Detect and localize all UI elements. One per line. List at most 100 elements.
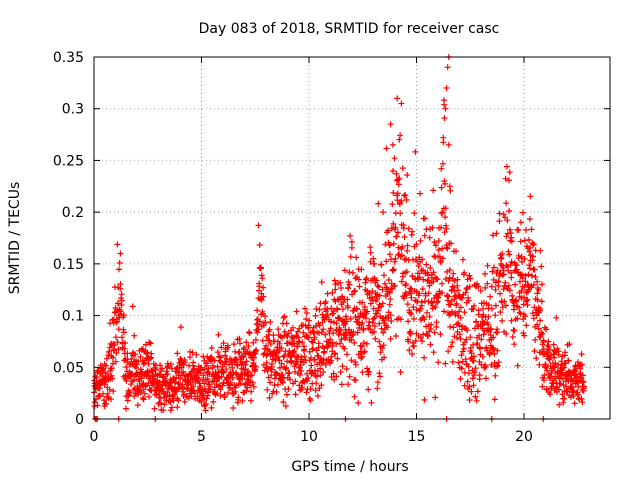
- data-point: [276, 340, 283, 347]
- data-point: [258, 297, 265, 303]
- data-point: [491, 350, 498, 357]
- data-point: [315, 340, 322, 347]
- data-point: [242, 380, 249, 387]
- data-point: [490, 346, 497, 353]
- data-point: [346, 281, 353, 288]
- data-point: [128, 356, 135, 363]
- data-point: [318, 360, 325, 367]
- data-point: [441, 115, 448, 121]
- data-point: [458, 352, 465, 359]
- data-point: [534, 278, 541, 285]
- data-point: [454, 334, 460, 341]
- data-point: [270, 332, 277, 339]
- data-point: [164, 371, 171, 377]
- data-point: [235, 349, 242, 356]
- data-point: [338, 336, 345, 343]
- data-point: [499, 304, 506, 311]
- data-point: [317, 372, 324, 379]
- data-point: [532, 336, 539, 343]
- data-point: [534, 321, 541, 328]
- data-point: [448, 240, 454, 247]
- data-point: [346, 269, 353, 276]
- x-axis-label: GPS time / hours: [291, 459, 408, 475]
- data-point: [217, 392, 224, 399]
- data-point: [492, 312, 499, 319]
- data-point: [493, 230, 500, 237]
- data-point: [373, 277, 380, 284]
- data-point: [438, 184, 445, 191]
- data-point: [527, 244, 534, 251]
- data-point: [109, 375, 116, 382]
- data-point: [443, 225, 450, 232]
- data-point: [544, 349, 551, 356]
- data-point: [312, 312, 319, 319]
- data-point: [235, 394, 242, 401]
- data-point: [506, 226, 513, 233]
- data-point: [131, 332, 138, 339]
- data-point: [348, 357, 355, 364]
- data-point: [542, 364, 549, 371]
- data-point: [330, 308, 337, 315]
- axis-ticks: 0 0.05 0.1 0.15 0.2 0.25 0.3 0.35 0 5 10 15 20: [53, 50, 610, 445]
- data-point: [245, 343, 252, 350]
- data-point: [457, 314, 464, 321]
- data-point: [283, 364, 290, 371]
- data-point: [348, 244, 355, 251]
- data-point: [411, 210, 418, 217]
- data-point: [368, 294, 375, 301]
- data-point: [522, 278, 529, 285]
- data-point: [525, 271, 532, 278]
- data-point: [450, 270, 457, 277]
- data-point: [181, 359, 188, 366]
- data-point-peak: [441, 178, 448, 185]
- data-point: [517, 278, 523, 285]
- data-point: [440, 160, 446, 167]
- data-point-peak: [396, 136, 403, 143]
- data-point: [217, 386, 224, 393]
- data-point: [190, 359, 197, 366]
- data-point: [456, 331, 463, 338]
- data-point: [117, 250, 124, 257]
- data-point: [505, 282, 512, 289]
- data-point: [499, 317, 506, 324]
- data-point: [252, 363, 259, 370]
- data-point: [465, 297, 472, 304]
- data-point: [234, 362, 241, 369]
- data-point: [556, 401, 563, 408]
- data-point-peak: [398, 100, 405, 107]
- data-point: [299, 339, 306, 346]
- data-point: [399, 252, 405, 259]
- data-point: [140, 345, 146, 352]
- data-point: [535, 286, 542, 293]
- data-point: [425, 290, 432, 297]
- data-point: [488, 361, 495, 368]
- data-point: [249, 379, 256, 386]
- data-point: [97, 362, 104, 369]
- data-point: [276, 357, 283, 364]
- data-point: [379, 300, 386, 307]
- data-point: [423, 323, 430, 330]
- data-point: [290, 324, 296, 331]
- data-point: [405, 318, 412, 325]
- data-point: [392, 333, 399, 339]
- data-point: [410, 315, 417, 322]
- data-point: [461, 382, 468, 389]
- data-point: [220, 340, 227, 347]
- data-point: [119, 334, 125, 341]
- data-point: [250, 360, 257, 366]
- data-point: [337, 279, 344, 286]
- data-point: [250, 339, 257, 346]
- data-point: [218, 344, 225, 351]
- data-point: [291, 348, 298, 354]
- data-point: [158, 365, 165, 372]
- data-point: [326, 340, 333, 347]
- data-point: [380, 342, 387, 349]
- data-point: [434, 298, 441, 305]
- data-point: [476, 372, 483, 379]
- data-point: [455, 287, 461, 294]
- data-point: [432, 304, 439, 311]
- data-point: [438, 165, 445, 172]
- data-point: [476, 332, 483, 339]
- data-point: [438, 224, 444, 231]
- data-point: [452, 311, 459, 318]
